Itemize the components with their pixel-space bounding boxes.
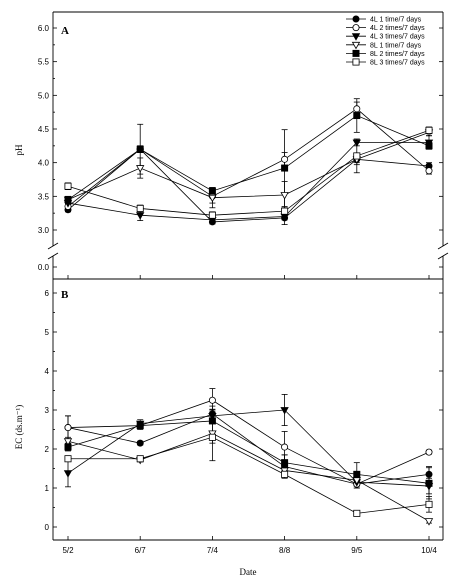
- legend-marker: [352, 15, 360, 23]
- panel-b-series-line: [67, 420, 430, 484]
- panel-b-y-tick-label: 4: [45, 367, 50, 376]
- panel-b-point: [425, 470, 433, 478]
- panel-b-point: [136, 422, 144, 430]
- panel-b-point: [425, 479, 433, 487]
- panel-b-point: [208, 433, 216, 441]
- panel-a-point: [136, 145, 144, 153]
- panel-a-point: [208, 211, 216, 219]
- panel-b-point: [353, 509, 361, 517]
- panel-b-y-tick-label: 3: [45, 406, 50, 415]
- legend-marker: [352, 24, 360, 32]
- legend-marker: [351, 41, 361, 50]
- panel-b-point: [136, 455, 144, 463]
- panel-a-series-line: [67, 108, 430, 207]
- legend-marker: [351, 33, 361, 41]
- panel-b-point: [208, 417, 216, 425]
- panel-a-y-tick-label: 0.0: [38, 263, 50, 272]
- panel-a-series-line: [67, 129, 430, 216]
- x-axis-title: Date: [240, 567, 257, 577]
- panel-a-y-tick-label: 5.5: [38, 58, 50, 67]
- panel-a-series-line: [67, 142, 429, 221]
- panel-b-y-tick-label: 2: [45, 445, 50, 454]
- panel-b-point: [63, 470, 73, 478]
- panel-a-point: [353, 152, 361, 160]
- panel-a-series-line: [67, 131, 430, 201]
- panel-b-point: [280, 407, 289, 415]
- panel-b-point: [208, 412, 217, 421]
- panel-a-point: [208, 194, 217, 203]
- panel-b-point: [281, 443, 289, 451]
- panel-b-series-line: [67, 413, 430, 485]
- panel-a-break-mark-right-2: [437, 252, 449, 260]
- panel-a-series-line: [67, 148, 430, 223]
- panel-a-break-mark-left-2: [47, 252, 59, 260]
- panel-a-y-tick-label: 3.5: [38, 192, 50, 201]
- panel-a-point: [136, 204, 144, 212]
- panel-a-y-tick-label: 3.0: [38, 226, 50, 235]
- panel-b-y-tick-label: 5: [45, 328, 50, 337]
- panel-b-series-line: [67, 409, 430, 487]
- panel-a-point: [353, 112, 361, 120]
- x-tick-label: 10/4: [421, 546, 437, 555]
- panel-b-point: [424, 518, 434, 526]
- panel-b-series-line: [67, 399, 430, 485]
- legend-label: 4L 3 times/7 days: [370, 34, 425, 41]
- panel-a-point: [136, 212, 145, 220]
- x-tick-label: 7/4: [207, 546, 219, 555]
- legend-marker: [352, 49, 360, 57]
- panel-a-point: [425, 167, 433, 175]
- x-tick-label: 8/8: [279, 546, 291, 555]
- panel-b-point: [281, 470, 289, 478]
- x-tick-label: 6/7: [135, 546, 147, 555]
- panel-b-series-line: [68, 436, 430, 514]
- panel-a-point: [281, 164, 289, 172]
- panel-b-label: B: [61, 289, 69, 301]
- panel-a-point: [425, 126, 433, 134]
- legend-marker: [352, 58, 360, 66]
- panel-a-point: [64, 182, 72, 190]
- panel-a-y-tick-label: 6.0: [38, 24, 50, 33]
- panel-a-y-tick-label: 4.5: [38, 125, 50, 134]
- panel-b-y-tick-label: 6: [45, 289, 50, 298]
- panel-a-y-tick-label: 5.0: [38, 91, 50, 100]
- panel-b-point: [425, 500, 433, 508]
- panel-a-point: [136, 165, 145, 173]
- panel-b-point: [208, 396, 216, 404]
- panel-a-point: [281, 207, 289, 215]
- legend-label: 8L 3 times/7 days: [370, 60, 425, 67]
- panel-b-point: [425, 448, 433, 456]
- panel-b-point: [353, 470, 361, 478]
- panel-a-y-axis-title: pH: [14, 144, 24, 156]
- panel-a-point: [353, 105, 361, 113]
- panel-a-break-mark-left-1: [47, 242, 59, 250]
- panel-a-point: [352, 139, 361, 147]
- legend-label: 8L 1 time/7 days: [370, 42, 422, 49]
- panel-a-y-tick-label: 4.0: [38, 159, 50, 168]
- panel-b-point: [64, 455, 72, 463]
- panel-a-point: [425, 142, 433, 150]
- panel-a-series-line: [67, 115, 430, 201]
- panel-b-point: [136, 439, 144, 447]
- panel-a-point: [208, 187, 216, 195]
- panel-a-point: [280, 192, 289, 200]
- panel-b-y-tick-label: 1: [45, 484, 50, 493]
- panel-b-point: [281, 459, 289, 467]
- panel-b-point: [64, 443, 72, 451]
- panel-b-y-axis-title: EC (ds.m⁻¹): [14, 405, 24, 449]
- legend-label: 4L 2 times/7 days: [370, 25, 425, 32]
- panel-b-point: [63, 438, 73, 446]
- panel-b-point: [64, 424, 72, 432]
- x-tick-label: 5/2: [62, 546, 74, 555]
- panel-b-series-line: [67, 432, 430, 522]
- panel-a-break-mark-right-1: [437, 242, 449, 250]
- legend-label: 8L 2 times/7 days: [370, 51, 425, 58]
- legend-label: 4L 1 time/7 days: [370, 17, 422, 24]
- panel-a-point: [64, 196, 72, 204]
- panel-a-point: [281, 155, 289, 163]
- panel-a-label: A: [61, 25, 69, 37]
- x-tick-label: 9/5: [351, 546, 363, 555]
- panel-b-y-tick-label: 0: [45, 523, 50, 532]
